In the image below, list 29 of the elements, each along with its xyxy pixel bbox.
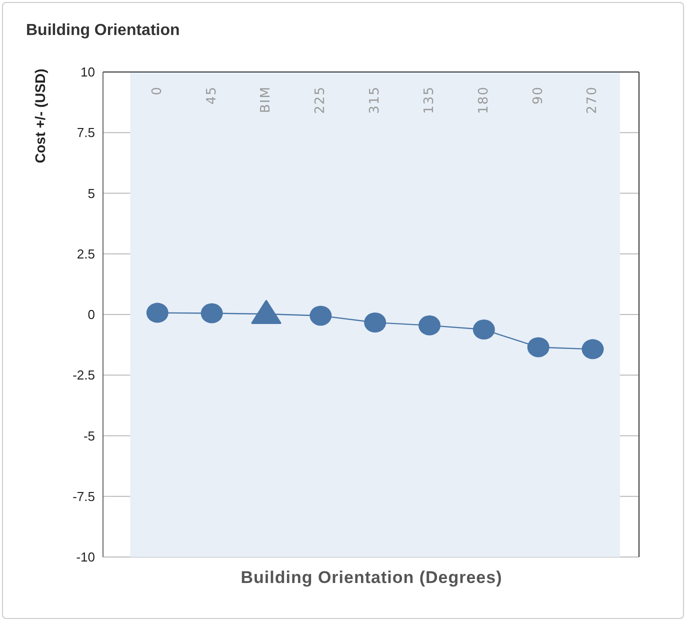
x-tick-label: BIM [258, 86, 274, 113]
y-tick-label: 5 [88, 186, 95, 201]
y-tick-label: -5 [83, 428, 95, 444]
y-axis-title: Cost +/- (USD) [32, 68, 48, 164]
y-tick-label: 0 [88, 307, 95, 322]
x-tick-label: 135 [422, 86, 437, 114]
point [418, 315, 440, 336]
x-tick-label: 90 [530, 86, 546, 105]
x-tick-label: 225 [313, 86, 328, 114]
x-tick-label: 270 [585, 86, 600, 114]
x-tick-label: 45 [204, 86, 220, 105]
point [364, 312, 386, 333]
point [310, 306, 332, 326]
y-tick-label: 7.5 [76, 125, 95, 140]
point [200, 303, 223, 324]
point [527, 337, 550, 358]
point [582, 339, 604, 360]
y-tick-label: 10 [80, 64, 95, 80]
x-tick-label: 0 [150, 86, 165, 96]
y-tick-label: -2.5 [72, 368, 95, 383]
x-tick-label: 315 [368, 86, 383, 114]
x-axis-title: Building Orientation (Degrees) [240, 568, 504, 588]
y-tick-label: 2.5 [76, 246, 95, 262]
y-tick-label: -10 [76, 550, 95, 565]
y-tick-label: -7.5 [72, 488, 95, 504]
x-tick-label: 180 [476, 86, 492, 114]
point [472, 320, 495, 340]
point [146, 302, 168, 323]
chart-title: Building Orientation [26, 22, 180, 40]
